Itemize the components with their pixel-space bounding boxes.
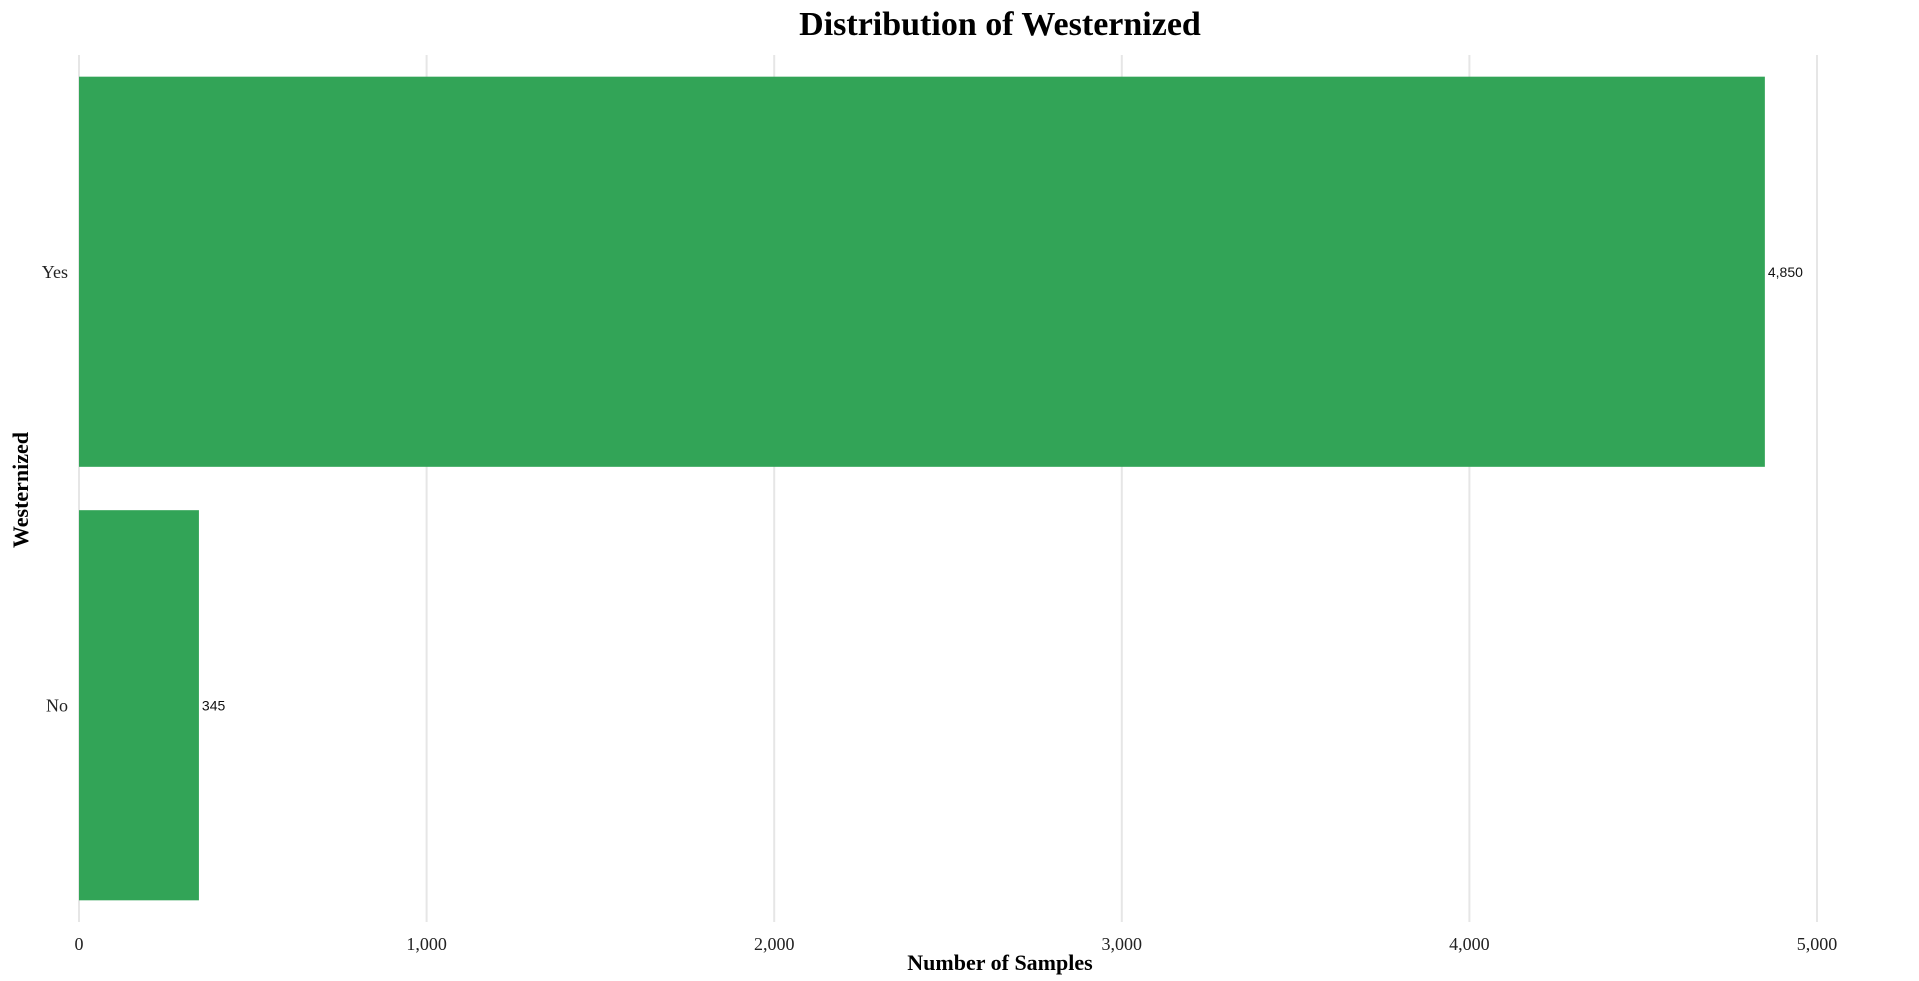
x-tick-label: 5,000 [1797,934,1838,954]
x-tick-label: 1,000 [406,934,447,954]
x-axis-title: Number of Samples [907,950,1093,975]
data-labels: 4,850 345 [202,264,1803,714]
bars [79,76,1765,901]
bar-yes [79,76,1765,467]
y-tick-label: No [46,695,68,715]
x-tick-label: 4,000 [1449,934,1490,954]
bar-value-label: 4,850 [1768,264,1803,280]
bar-value-label: 345 [202,697,226,713]
bar-no [79,510,199,901]
x-tick-labels: 0 1,000 2,000 3,000 4,000 5,000 [75,934,1838,954]
x-tick-label: 3,000 [1102,934,1143,954]
x-tick-label: 2,000 [754,934,795,954]
chart-title: Distribution of Westernized [799,6,1201,43]
y-axis-title: Westernized [8,432,33,548]
y-tick-label: Yes [42,262,68,282]
x-tick-label: 0 [75,934,84,954]
category-labels: Yes No [42,262,68,716]
